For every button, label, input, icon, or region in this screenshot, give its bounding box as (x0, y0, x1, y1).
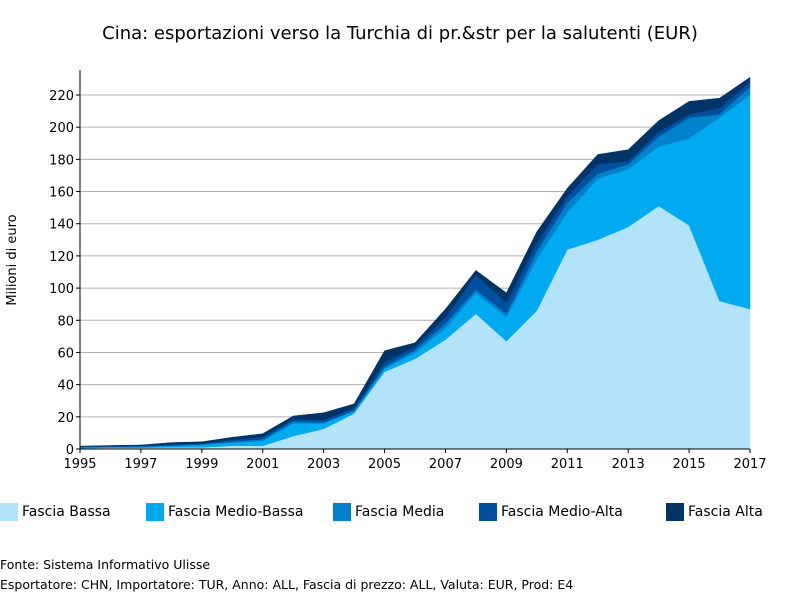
footer-source: Fonte: Sistema Informativo Ulisse (0, 557, 211, 572)
legend-swatch (333, 503, 351, 521)
legend-swatch (146, 503, 164, 521)
y-tick-label: 100 (49, 282, 74, 297)
legend-item-fascia-media: Fascia Media (333, 503, 444, 521)
legend-item-fascia-bassa: Fascia Bassa (0, 503, 111, 521)
y-tick-label: 20 (57, 411, 74, 426)
legend-item-fascia-medio-alta: Fascia Medio-Alta (479, 503, 623, 521)
x-tick-label: 2011 (551, 457, 584, 472)
y-tick-label: 180 (49, 153, 74, 168)
legend-swatch (666, 503, 684, 521)
x-tick-label: 2013 (612, 457, 645, 472)
y-tick-label: 160 (49, 186, 74, 201)
y-tick-label: 140 (49, 218, 74, 233)
x-tick-label: 2001 (246, 457, 279, 472)
legend-label: Fascia Bassa (22, 504, 111, 520)
y-tick-label: 40 (57, 379, 74, 394)
x-tick-label: 1995 (63, 457, 96, 472)
y-tick-label: 200 (49, 121, 74, 136)
x-tick-label: 2005 (368, 457, 401, 472)
y-axis-ticks: 0 20 40 60 80 100 120 140 160 180 200 220 (49, 89, 80, 458)
legend-label: Fascia Medio-Alta (501, 504, 623, 520)
y-tick-label: 120 (49, 250, 74, 265)
footer-params: Esportatore: CHN, Importatore: TUR, Anno… (0, 577, 574, 592)
y-tick-label: 80 (57, 314, 74, 329)
y-axis-label: Milioni di euro (5, 214, 20, 305)
legend: Fascia Bassa Fascia Medio-Bassa Fascia M… (0, 503, 800, 527)
y-tick-label: 60 (57, 346, 74, 361)
x-tick-label: 1999 (185, 457, 218, 472)
x-tick-label: 2009 (490, 457, 523, 472)
x-tick-label: 2007 (429, 457, 462, 472)
legend-swatch (479, 503, 497, 521)
axes (79, 70, 750, 450)
y-tick-label: 220 (49, 89, 74, 104)
area-fascia-alta (79, 76, 751, 447)
chart-title: Cina: esportazioni verso la Turchia di p… (102, 23, 698, 44)
legend-item-fascia-medio-bassa: Fascia Medio-Bassa (146, 503, 303, 521)
legend-label: Fascia Medio-Bassa (168, 504, 304, 520)
x-axis-ticks: 1995 1997 1999 2001 2003 2005 2007 2009 2011 2013… (63, 449, 767, 472)
x-tick-label: 2017 (733, 457, 766, 472)
y-tick-label: 0 (66, 443, 74, 458)
legend-label: Fascia Alta (688, 504, 763, 520)
legend-label: Fascia Media (355, 504, 445, 520)
area-fascia-bassa (79, 205, 751, 450)
x-tick-label: 2015 (673, 457, 706, 472)
x-tick-label: 2003 (307, 457, 340, 472)
legend-swatch (0, 503, 18, 521)
legend-item-fascia-alta: Fascia Alta (666, 503, 763, 521)
x-tick-label: 1997 (124, 457, 157, 472)
area-series (79, 76, 751, 450)
